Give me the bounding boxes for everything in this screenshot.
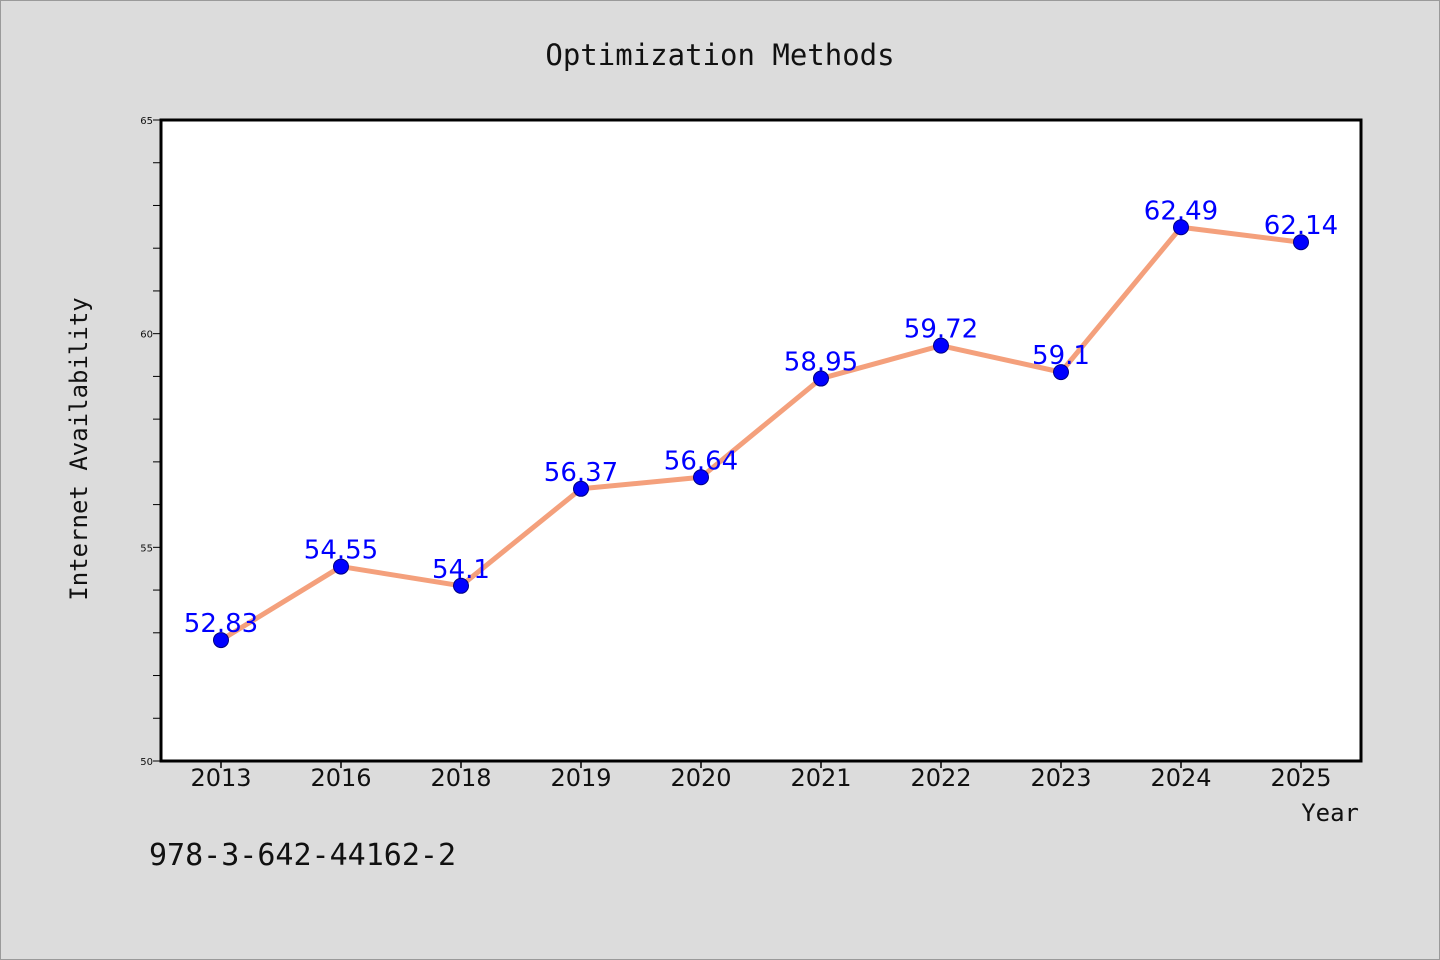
isbn-text: 978-3-642-44162-2 (149, 838, 456, 873)
data-point (933, 337, 949, 354)
data-label: 59.1 (1032, 341, 1090, 371)
chart-title: Optimization Methods (545, 38, 894, 72)
data-point (573, 480, 589, 497)
x-tick-label: 2020 (670, 764, 731, 792)
x-tick-label: 2025 (1270, 764, 1331, 792)
x-tick-label: 2016 (310, 764, 371, 792)
plot-area: 50 55 60 65 2013 2016 2018 2019 2020 2021 2022 2023… (140, 116, 1363, 792)
data-point (1293, 234, 1309, 251)
data-label: 59.72 (904, 315, 978, 345)
data-label: 54.1 (432, 555, 490, 585)
x-tick-label: 2022 (910, 764, 971, 792)
y-axis-label: Internet Availability (65, 297, 93, 600)
x-axis-label: Year (1301, 799, 1359, 827)
x-tick-label: 2024 (1150, 764, 1211, 792)
x-tick-label: 2013 (190, 764, 251, 792)
data-point (1053, 364, 1069, 381)
data-point (213, 632, 229, 649)
data-point (1173, 219, 1189, 236)
data-label: 62.49 (1144, 196, 1218, 226)
series-line (218, 224, 1304, 643)
y-tick-label: 60 (140, 330, 153, 341)
data-point (333, 558, 349, 575)
x-tick-label: 2018 (430, 764, 491, 792)
x-tick-label: 2019 (550, 764, 611, 792)
data-label: 52.83 (184, 609, 258, 639)
plot-frame (159, 118, 1363, 763)
data-label: 56.64 (664, 446, 738, 476)
data-label: 56.37 (544, 458, 618, 488)
data-label: 58.95 (784, 348, 858, 378)
data-point (453, 577, 469, 594)
x-tick-label: 2023 (1030, 764, 1091, 792)
data-label: 54.55 (304, 536, 378, 566)
y-tick-label: 55 (140, 543, 153, 554)
y-tick-label: 50 (140, 757, 153, 768)
y-tick-label: 65 (140, 116, 153, 127)
x-tick-label: 2021 (790, 764, 851, 792)
data-point (813, 370, 829, 387)
data-label: 62.14 (1264, 211, 1338, 241)
data-point (693, 469, 709, 486)
